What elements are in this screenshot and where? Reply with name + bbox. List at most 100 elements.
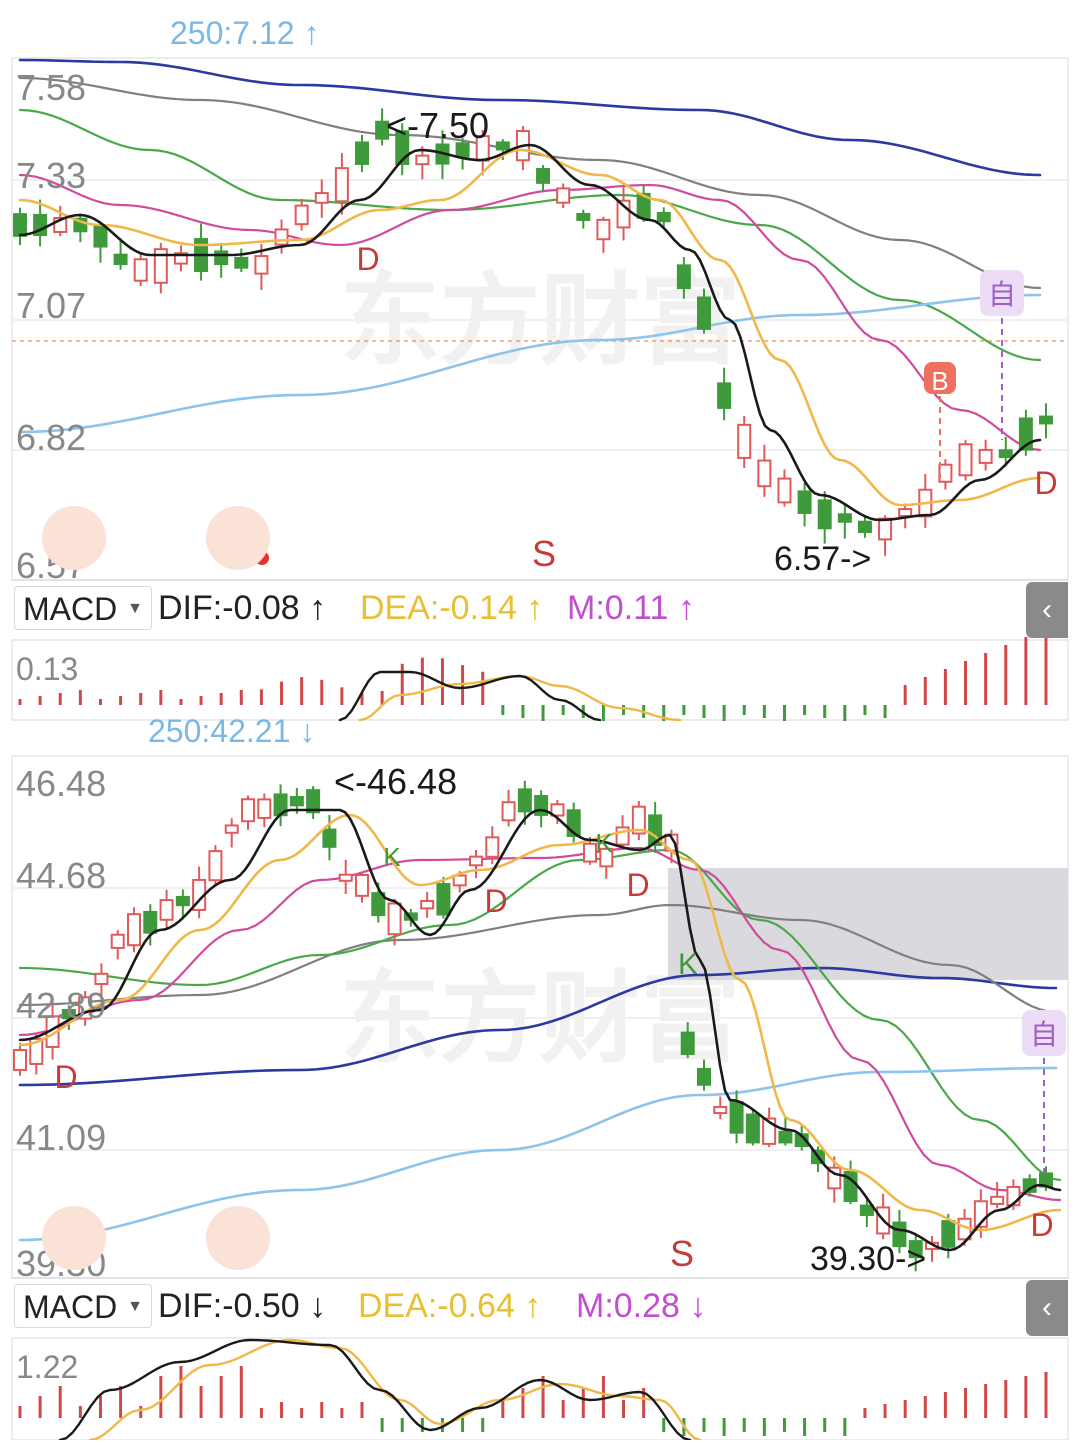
candle-down (455, 142, 470, 158)
candle-up (257, 798, 272, 819)
expand-button-2[interactable] (206, 1206, 270, 1270)
candle-down (289, 795, 304, 807)
candle-up (556, 187, 571, 204)
candle-down (322, 828, 337, 848)
y-tick-label: 7.07 (16, 285, 86, 326)
candle-up (338, 873, 353, 882)
dif-value: DIF:-0.08 ↑ (158, 589, 327, 627)
ma-long-line (18, 293, 1042, 434)
ma250-label: 250:42.21 ↓ (148, 713, 315, 749)
candle-up (469, 855, 483, 867)
zi-badge-label: 自 (988, 279, 1016, 310)
ma120-line (18, 76, 1042, 290)
m-value: M:0.28 ↓ (576, 1287, 707, 1325)
zi-badge (1022, 1010, 1066, 1056)
candle-down (908, 1240, 923, 1259)
candle-down (697, 1067, 711, 1086)
high-price-label: <-7.50 (386, 105, 489, 146)
expand-button-1[interactable] (206, 506, 270, 570)
collapse-button-1[interactable]: ‹ (1026, 582, 1068, 638)
macd-header-1: MACD ▼ DIF:-0.08 ↑ DEA:-0.14 ↑ M:0.11 ↑ (0, 586, 1080, 636)
candle-up (550, 803, 565, 817)
candle-down (93, 225, 108, 248)
signal-marker-d3: D (626, 867, 649, 903)
y-tick-label: 41.09 (16, 1117, 106, 1158)
dea-line (88, 1338, 702, 1442)
candle-up (485, 836, 500, 858)
candle-down (113, 253, 128, 266)
candle-down (495, 141, 510, 151)
candle-up (94, 972, 109, 985)
candle-up (334, 167, 349, 203)
candle-down (1039, 415, 1053, 425)
ma10-line (18, 148, 1042, 507)
signal-marker-d2: D (484, 883, 507, 919)
candle-up (958, 443, 973, 477)
candle-up (596, 218, 611, 241)
fast-forward-button-1[interactable] (42, 506, 106, 570)
candle-down (306, 789, 321, 814)
candle-down (536, 168, 551, 184)
macd-panel-2: 1.22 (11, 1337, 1069, 1442)
caret-down-icon: ▼ (127, 600, 143, 617)
y-tick-label: 7.33 (16, 155, 86, 196)
dea-line (358, 674, 682, 722)
candle-up (415, 154, 430, 166)
candle-up (898, 508, 913, 518)
candle-down (837, 513, 852, 523)
candle-up (314, 192, 329, 204)
ma10-line (18, 813, 1062, 1232)
candle-up (631, 805, 646, 835)
caret-down-icon: ▼ (127, 1298, 143, 1315)
y-tick-label: 46.48 (16, 763, 106, 804)
candle-down (234, 256, 249, 269)
candle-down (697, 296, 711, 330)
signal-marker-d4: D (1030, 1207, 1053, 1243)
collapse-button-2[interactable]: ‹ (1026, 1280, 1068, 1336)
candle-down (859, 1204, 874, 1216)
candle-up (254, 255, 269, 275)
candle-up (737, 423, 752, 459)
ma-long-line (18, 1066, 1058, 1242)
dea-value: DEA:-0.64 ↑ (358, 1287, 542, 1325)
candle-up (878, 517, 893, 541)
dif-value: DIF:-0.50 ↓ (158, 1287, 327, 1325)
buy-badge (924, 362, 956, 394)
y-tick-label: 7.58 (16, 67, 86, 108)
candle-up (173, 252, 188, 265)
macd-tick-label: 1.22 (16, 1349, 78, 1385)
candle-up (757, 459, 772, 488)
candle-down (375, 120, 390, 140)
candle-down (817, 499, 832, 530)
candle-up (990, 1195, 1005, 1205)
candle-down (355, 141, 369, 165)
candle-down (857, 520, 872, 534)
candle-up (583, 842, 597, 863)
candle-down (214, 250, 229, 266)
indicator-select-2[interactable]: MACD ▼ (14, 1284, 152, 1328)
candle-up (387, 902, 402, 936)
fast-forward-button-2[interactable] (42, 1206, 106, 1270)
watermark: 东方财富 (340, 963, 740, 1075)
candle-up (153, 248, 168, 284)
candle-up (452, 874, 467, 887)
candle-down (13, 213, 27, 237)
macd-panel-1: 0.13 (11, 629, 1069, 722)
candle-down (656, 211, 671, 223)
indicator-select-1[interactable]: MACD ▼ (14, 586, 152, 630)
candle-down (517, 788, 532, 813)
ma20-line (18, 173, 1042, 452)
candle-up (294, 204, 309, 226)
ma60-line (18, 848, 1062, 1182)
candle-up (127, 913, 141, 947)
candle-down (680, 1031, 695, 1055)
shaded-zone (668, 868, 1068, 980)
dif-line (338, 670, 602, 722)
ma20-line (18, 846, 1062, 1202)
macd-tick-label: 0.13 (16, 651, 78, 687)
candle-up (420, 899, 435, 910)
